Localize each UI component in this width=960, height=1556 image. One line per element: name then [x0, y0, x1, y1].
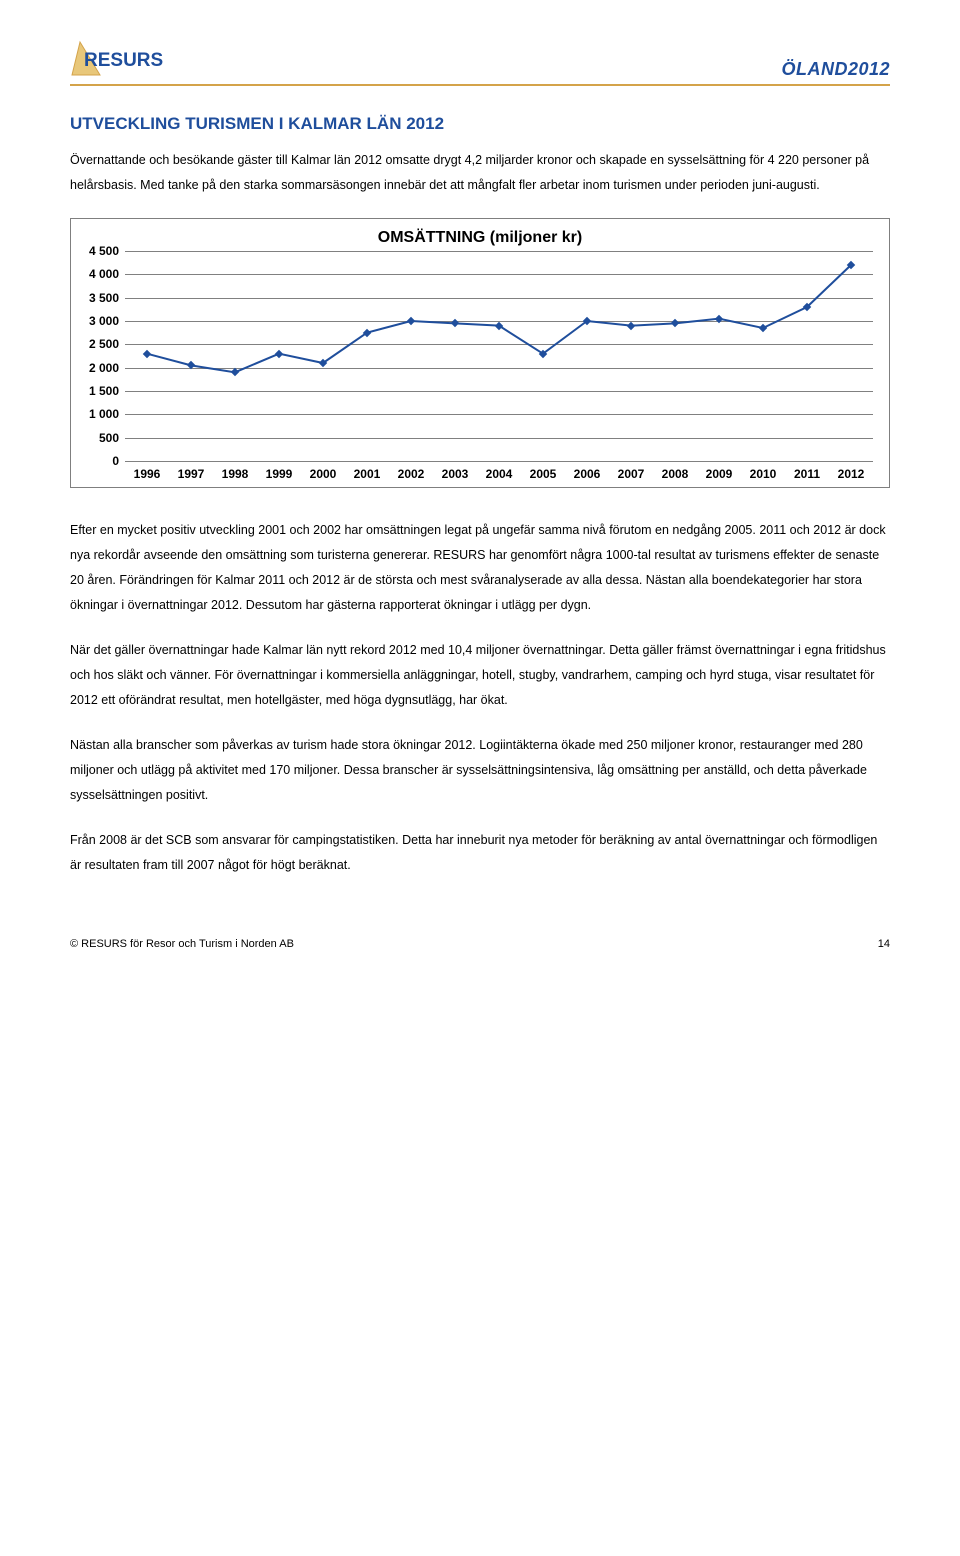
chart-y-label: 500: [75, 431, 119, 445]
section-title: UTVECKLING TURISMEN I KALMAR LÄN 2012: [70, 114, 890, 134]
chart-y-label: 3 500: [75, 291, 119, 305]
body-paragraph-4: Från 2008 är det SCB som ansvarar för ca…: [70, 828, 890, 878]
chart-x-label: 2000: [310, 467, 337, 481]
chart-y-label: 0: [75, 454, 119, 468]
chart-x-label: 2002: [398, 467, 425, 481]
chart-x-label: 2010: [750, 467, 777, 481]
footer-page-number: 14: [878, 938, 890, 950]
chart-x-label: 1997: [178, 467, 205, 481]
chart-x-label: 2007: [618, 467, 645, 481]
chart-y-label: 2 000: [75, 361, 119, 375]
revenue-chart: OMSÄTTNING (miljoner kr) 05001 0001 5002…: [70, 218, 890, 488]
chart-x-label: 1996: [134, 467, 161, 481]
chart-y-label: 2 500: [75, 337, 119, 351]
body-paragraph-3: Nästan alla branscher som påverkas av tu…: [70, 733, 890, 808]
page-header: RESURS ÖLAND2012: [70, 40, 890, 86]
chart-x-label: 2005: [530, 467, 557, 481]
chart-y-label: 4 000: [75, 267, 119, 281]
chart-plot-area: 05001 0001 5002 0002 5003 0003 5004 0004…: [125, 251, 873, 481]
logo-text: RESURS: [84, 50, 163, 71]
header-title: ÖLAND2012: [781, 59, 890, 80]
page-footer: © RESURS för Resor och Turism i Norden A…: [70, 938, 890, 950]
chart-title: OMSÄTTNING (miljoner kr): [75, 229, 885, 247]
body-paragraph-1: Efter en mycket positiv utveckling 2001 …: [70, 518, 890, 618]
chart-y-label: 3 000: [75, 314, 119, 328]
intro-paragraph: Övernattande och besökande gäster till K…: [70, 148, 890, 198]
chart-x-label: 1999: [266, 467, 293, 481]
chart-x-label: 2012: [838, 467, 865, 481]
logo: RESURS: [70, 40, 190, 80]
body-paragraph-2: När det gäller övernattningar hade Kalma…: [70, 638, 890, 713]
footer-copyright: © RESURS för Resor och Turism i Norden A…: [70, 938, 294, 950]
chart-x-label: 2003: [442, 467, 469, 481]
chart-x-label: 2004: [486, 467, 513, 481]
chart-x-label: 1998: [222, 467, 249, 481]
chart-y-label: 1 500: [75, 384, 119, 398]
chart-svg: [125, 251, 873, 461]
chart-x-label: 2008: [662, 467, 689, 481]
chart-x-label: 2006: [574, 467, 601, 481]
chart-y-label: 1 000: [75, 407, 119, 421]
chart-x-label: 2011: [794, 467, 820, 481]
resurs-logo-icon: RESURS: [70, 40, 190, 80]
chart-y-label: 4 500: [75, 244, 119, 258]
chart-x-label: 2009: [706, 467, 733, 481]
chart-x-label: 2001: [354, 467, 381, 481]
